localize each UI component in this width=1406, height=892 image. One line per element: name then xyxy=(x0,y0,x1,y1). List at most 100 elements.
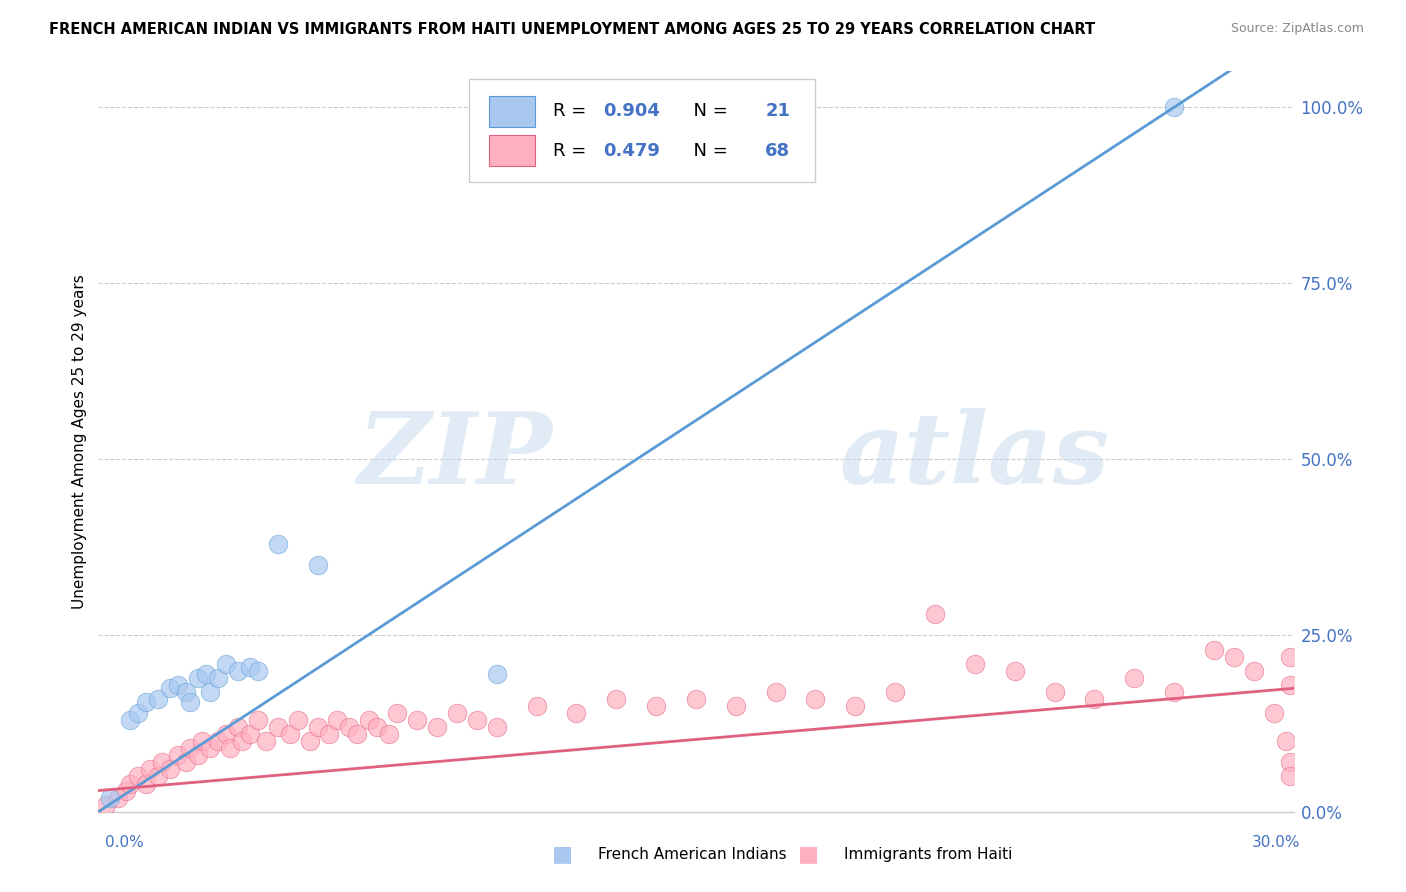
Point xyxy=(167,748,190,763)
Text: ZIP: ZIP xyxy=(357,409,553,505)
Point xyxy=(127,769,149,783)
Point xyxy=(207,671,229,685)
Point xyxy=(526,698,548,713)
Point xyxy=(115,783,138,797)
Point xyxy=(239,660,262,674)
Point xyxy=(167,678,190,692)
Point xyxy=(195,667,218,681)
Point xyxy=(207,734,229,748)
Point xyxy=(406,713,429,727)
Text: ■: ■ xyxy=(553,845,572,864)
Text: 0.0%: 0.0% xyxy=(105,836,145,850)
Point xyxy=(198,685,221,699)
Text: French American Indians: French American Indians xyxy=(598,847,786,862)
Point xyxy=(307,720,329,734)
Point xyxy=(1278,769,1301,783)
Point xyxy=(159,763,181,777)
Point xyxy=(215,657,238,671)
Point xyxy=(187,748,209,763)
Point xyxy=(1278,649,1301,664)
Point xyxy=(1223,649,1246,664)
Text: 0.479: 0.479 xyxy=(603,142,659,160)
Point xyxy=(339,720,361,734)
Point xyxy=(378,727,401,741)
Point xyxy=(1004,664,1026,678)
Point xyxy=(215,727,238,741)
Point xyxy=(239,727,262,741)
Point xyxy=(346,727,368,741)
Point xyxy=(191,734,214,748)
Text: R =: R = xyxy=(553,142,592,160)
Point xyxy=(148,769,170,783)
Point xyxy=(226,664,249,678)
Point xyxy=(318,727,340,741)
Point xyxy=(159,681,181,696)
Point xyxy=(485,720,508,734)
Point xyxy=(226,720,249,734)
Point xyxy=(426,720,449,734)
Point xyxy=(359,713,381,727)
Point xyxy=(150,756,173,770)
Point xyxy=(1278,756,1301,770)
Point xyxy=(198,741,221,756)
Point xyxy=(1243,664,1265,678)
Point xyxy=(844,698,866,713)
Point xyxy=(287,713,309,727)
Point xyxy=(1163,685,1185,699)
Point xyxy=(179,741,201,756)
Text: ■: ■ xyxy=(799,845,818,864)
Point xyxy=(1043,685,1066,699)
Point xyxy=(174,756,197,770)
Point xyxy=(127,706,149,720)
Point xyxy=(804,692,827,706)
Point xyxy=(148,692,170,706)
Point xyxy=(565,706,588,720)
Text: 30.0%: 30.0% xyxy=(1253,836,1301,850)
Text: R =: R = xyxy=(553,103,592,120)
Text: 68: 68 xyxy=(765,142,790,160)
Point xyxy=(179,695,201,709)
Point xyxy=(96,797,118,812)
Point xyxy=(385,706,409,720)
Point xyxy=(135,776,157,790)
Point xyxy=(724,698,747,713)
Point xyxy=(924,607,946,622)
Point xyxy=(254,734,277,748)
Text: Source: ZipAtlas.com: Source: ZipAtlas.com xyxy=(1230,22,1364,36)
Point xyxy=(1278,678,1301,692)
Point xyxy=(446,706,468,720)
Point xyxy=(231,734,253,748)
Point xyxy=(1274,734,1296,748)
Point xyxy=(135,695,157,709)
Text: FRENCH AMERICAN INDIAN VS IMMIGRANTS FROM HAITI UNEMPLOYMENT AMONG AGES 25 TO 29: FRENCH AMERICAN INDIAN VS IMMIGRANTS FRO… xyxy=(49,22,1095,37)
Point xyxy=(1083,692,1105,706)
Point xyxy=(120,713,142,727)
Point xyxy=(107,790,129,805)
Bar xyxy=(489,95,534,127)
Point xyxy=(246,713,269,727)
Point xyxy=(465,713,488,727)
Point xyxy=(120,776,142,790)
Point xyxy=(645,698,668,713)
Point xyxy=(139,763,162,777)
Point xyxy=(685,692,707,706)
Point xyxy=(1263,706,1285,720)
Text: atlas: atlas xyxy=(839,409,1109,505)
Point xyxy=(298,734,321,748)
Point xyxy=(307,558,329,572)
Point xyxy=(485,667,508,681)
Point xyxy=(1163,100,1185,114)
Point xyxy=(765,685,787,699)
Point xyxy=(246,664,269,678)
Text: 0.904: 0.904 xyxy=(603,103,659,120)
Bar xyxy=(489,135,534,166)
Text: N =: N = xyxy=(682,142,733,160)
Point xyxy=(219,741,242,756)
Point xyxy=(187,671,209,685)
Text: N =: N = xyxy=(682,103,733,120)
Point xyxy=(267,537,290,551)
Point xyxy=(1123,671,1146,685)
Point xyxy=(884,685,907,699)
Point xyxy=(267,720,290,734)
Text: Immigrants from Haiti: Immigrants from Haiti xyxy=(844,847,1012,862)
